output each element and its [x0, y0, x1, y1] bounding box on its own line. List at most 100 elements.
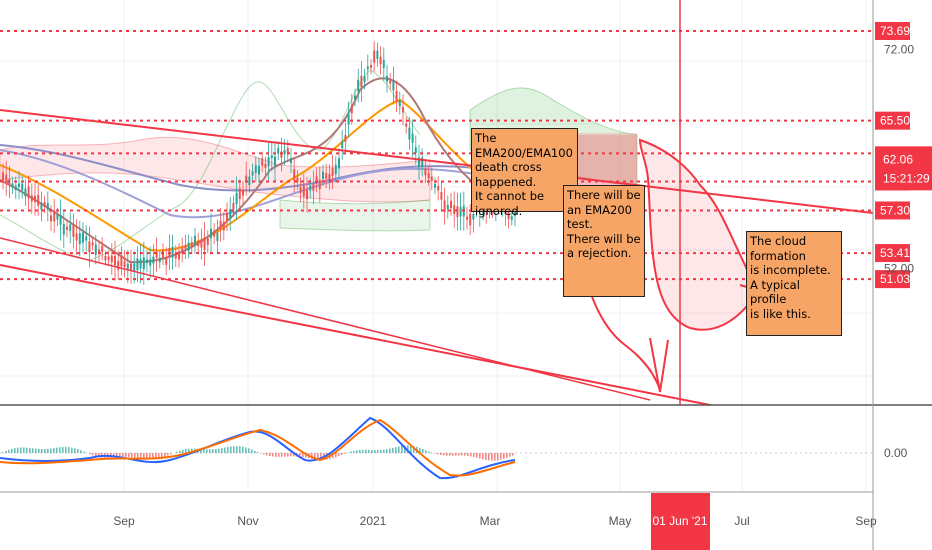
histogram-bar: [95, 453, 97, 457]
histogram-bar: [341, 453, 343, 455]
candle-body: [187, 242, 190, 251]
candle-body: [453, 205, 456, 215]
candle-body: [226, 212, 228, 221]
candle-body: [139, 259, 142, 269]
histogram-bar: [245, 447, 247, 453]
candle-body: [315, 176, 318, 184]
histogram-bar: [476, 453, 478, 458]
histogram-bar: [503, 453, 505, 459]
price-axis: 73.6965.5062.5159.9557.3053.4151.0372.00…: [875, 22, 932, 460]
channel-mid-line: [0, 237, 651, 401]
candle-body: [270, 155, 273, 159]
histogram-bar: [29, 447, 31, 453]
histogram-bar: [179, 450, 181, 453]
histogram-bar: [488, 453, 490, 461]
candle-body: [418, 157, 420, 168]
histogram-bar: [359, 449, 361, 453]
histogram-bar: [461, 453, 463, 456]
histogram-bar: [473, 453, 475, 458]
ema20-line: [0, 77, 511, 264]
candle-body: [216, 232, 219, 242]
candle-body: [341, 141, 344, 149]
current-price-box: [875, 146, 932, 191]
candle-body: [114, 255, 116, 266]
histogram-bar: [32, 448, 34, 453]
candle-body: [120, 255, 123, 267]
histogram-bar: [23, 447, 25, 453]
histogram-bar: [56, 447, 58, 453]
candle-body: [91, 242, 94, 246]
histogram-bar: [383, 449, 385, 453]
histogram-bar: [467, 453, 469, 456]
candle-body: [395, 90, 398, 103]
candle-body: [133, 263, 136, 271]
histogram-bar: [191, 448, 193, 453]
candle-body: [242, 189, 244, 196]
histogram-bar: [167, 453, 169, 456]
candle-body: [254, 165, 257, 173]
histogram-bar: [386, 449, 388, 453]
candle-body: [152, 256, 155, 264]
histogram-bar: [464, 453, 466, 456]
histogram-bar: [320, 453, 322, 461]
histogram-bar: [254, 450, 256, 453]
bearish-cloud: [0, 136, 431, 203]
candle-body: [338, 158, 340, 169]
candle-body: [283, 149, 286, 155]
candle-body: [149, 259, 152, 266]
candle-body: [258, 165, 260, 175]
price-label-bg: [875, 111, 910, 130]
histogram-bar: [452, 453, 454, 456]
price-label-bg: [875, 201, 910, 220]
price-tick-label: 72.00: [884, 43, 914, 57]
marker-date-label: 01 Jun '21: [652, 514, 707, 528]
histogram-bar: [131, 453, 133, 458]
candle-body: [469, 213, 472, 226]
candle-body: [50, 215, 52, 222]
candle-body: [443, 200, 446, 212]
candle-body: [459, 206, 462, 217]
time-tick-label: Sep: [855, 514, 877, 528]
histogram-bar: [356, 450, 358, 453]
candle-body: [331, 167, 334, 176]
histogram-bar: [251, 449, 253, 453]
histogram-bar: [170, 453, 172, 455]
candle-body: [363, 75, 366, 83]
candle-body: [277, 147, 280, 154]
histogram-bar: [62, 447, 64, 453]
histogram-bar: [152, 453, 154, 460]
histogram-bar: [8, 449, 10, 453]
candle-body: [158, 257, 161, 263]
candle-body: [405, 123, 408, 127]
candle-body: [376, 50, 379, 59]
candle-body: [472, 213, 475, 220]
price-label: 65.50: [880, 114, 910, 128]
candle-body: [2, 172, 4, 181]
candle-body: [197, 240, 200, 247]
histogram-bar: [479, 453, 481, 459]
cloud-profile-sketch: [638, 138, 756, 331]
candle-body: [251, 171, 254, 176]
candle-body: [357, 79, 360, 92]
candle-body: [245, 175, 248, 182]
candle-body: [27, 186, 30, 199]
histogram-bar: [44, 448, 46, 453]
candle-body: [24, 188, 27, 197]
candle-body: [264, 163, 267, 168]
candle-body: [88, 241, 91, 253]
projected-path-arrowhead: [649, 337, 669, 393]
histogram-bar: [59, 447, 61, 453]
time-tick-label: Sep: [113, 514, 135, 528]
histogram-bar: [248, 448, 250, 453]
histogram-bar: [410, 445, 412, 453]
price-label: 73.69: [880, 24, 910, 38]
candle-body: [267, 157, 270, 167]
candle-body: [213, 230, 216, 237]
histogram-bar: [380, 449, 382, 453]
price-tick-label: 52.00: [884, 262, 914, 276]
candle-body: [296, 177, 299, 183]
histogram-bar: [371, 449, 373, 453]
histogram-bar: [257, 452, 259, 453]
histogram-bar: [404, 445, 406, 453]
candle-body: [190, 242, 193, 248]
